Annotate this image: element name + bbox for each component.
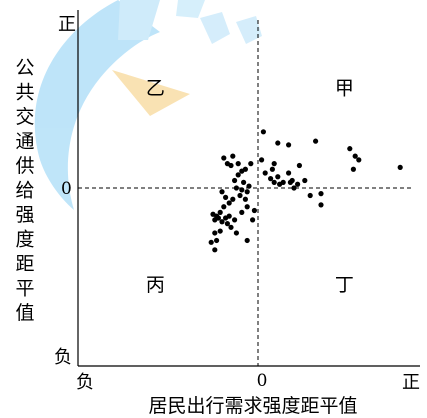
y-axis-title-char: 距 [15,253,34,275]
data-point [217,209,223,215]
data-point [350,166,356,172]
quadrant-label: 丙 [146,274,165,296]
data-point [271,161,277,167]
data-point [226,200,232,206]
y-axis-title-char: 通 [15,131,34,153]
quadrant-labels: 甲 乙丙 丁 [146,77,354,296]
data-point [313,138,319,144]
data-point [251,207,257,214]
data-point [219,219,225,225]
data-point [271,179,277,185]
data-point [347,146,353,152]
watermark-swoosh [34,0,160,210]
data-point [287,179,293,185]
y-axis-title-char: 给 [15,180,34,202]
data-point [260,129,266,135]
data-point [223,194,229,200]
watermark-mark [118,0,160,40]
data-point [228,224,234,230]
data-point [259,157,265,163]
x-tick-label-neg: 负 [76,372,94,393]
x-tick-label-zero: 0 [257,371,268,391]
data-point [244,237,250,244]
data-point [244,204,250,210]
data-point [286,142,292,148]
y-axis-title-char: 供 [15,155,34,177]
data-point [248,161,254,167]
y-axis-title-char: 度 [15,229,34,251]
watermark-arrow [112,70,190,116]
data-point [244,189,250,195]
quadrant-label: 甲 [335,77,354,99]
data-point [230,196,236,202]
data-point [217,228,223,234]
data-points [208,129,403,253]
data-point [237,192,243,199]
y-axis-title-char: 共 [15,82,34,104]
quadrant-label: 乙 [146,77,165,99]
data-point [239,168,245,174]
watermark-logo [34,0,262,210]
data-point [302,177,308,184]
x-tick-label-pos: 正 [402,372,420,393]
data-point [233,230,239,236]
data-point [397,164,403,170]
data-point [296,162,302,169]
data-point [221,155,227,161]
y-axis-title-char: 值 [15,302,34,324]
data-point [212,217,218,223]
x-axis-title: 居民出行需求强度距平值 [148,395,357,417]
y-axis-title-char: 平 [15,278,34,300]
data-point [223,215,229,221]
data-point [352,153,358,159]
y-tick-label-pos: 正 [58,14,76,35]
data-point [242,196,248,202]
data-point [269,166,275,172]
data-point [232,177,238,184]
data-point [275,174,281,180]
data-point [291,185,297,191]
data-point [262,170,268,176]
watermark-mark [200,12,262,44]
data-point [239,209,245,215]
data-point [241,179,247,185]
data-point [233,185,239,191]
watermark-mark [176,0,205,18]
data-point [250,217,256,223]
data-point [212,230,218,236]
quadrant-label: 丁 [335,274,354,296]
data-point [277,181,283,187]
data-point [318,191,324,197]
data-point [295,181,301,187]
data-point [239,187,245,193]
data-point [212,247,218,253]
data-point [230,153,236,159]
data-point [235,161,241,167]
data-point [219,189,225,195]
y-axis-title-char: 强 [15,204,34,226]
data-point [356,157,362,163]
data-point [232,217,238,223]
data-point [208,239,214,245]
y-axis-title-char: 公 [15,57,34,79]
data-point [214,237,220,244]
y-tick-label-neg: 负 [54,347,72,368]
data-point [224,221,230,227]
data-point [268,176,274,182]
data-point [246,183,252,189]
data-point [318,202,324,208]
y-tick-label-zero: 0 [61,179,72,199]
data-point [221,204,227,210]
data-point [224,161,230,167]
data-point [235,172,241,178]
data-point [286,170,292,176]
data-point [275,140,281,146]
y-axis-title-char: 交 [15,106,34,128]
data-point [307,192,313,199]
